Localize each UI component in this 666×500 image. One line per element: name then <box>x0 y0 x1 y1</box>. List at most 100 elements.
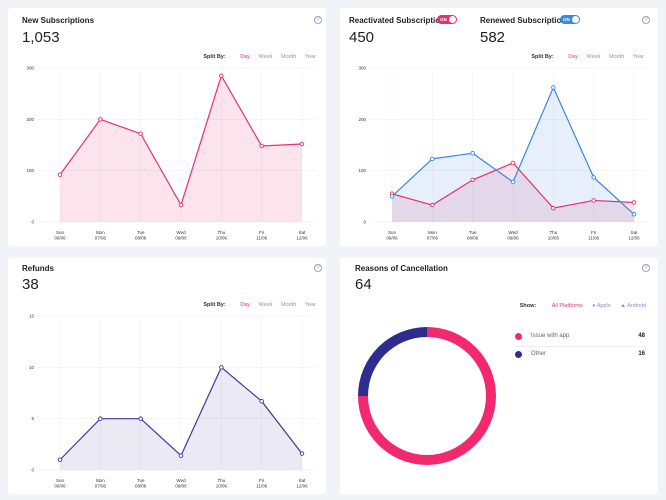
data-point <box>138 131 143 136</box>
series-area <box>60 367 302 470</box>
reactivated-renewed-card: Reactivated Subscriptions ON 450 Renewed… <box>340 8 658 246</box>
x-tick-label: Wed <box>508 230 518 235</box>
android-option-label: Android <box>627 303 646 309</box>
split-day-option[interactable]: Day <box>240 54 251 60</box>
x-tick-label: 06/06 <box>386 236 398 241</box>
x-tick-label: Thu <box>549 230 557 235</box>
split-month-option[interactable]: Month <box>281 54 297 60</box>
new-subscriptions-value: 1,053 <box>22 29 60 46</box>
split-year-option[interactable]: Year <box>632 54 644 60</box>
x-tick-label: Sun <box>56 478 65 483</box>
legend-dot <box>515 351 522 358</box>
reactivated-title: Reactivated Subscriptions <box>349 16 450 25</box>
split-year-option[interactable]: Year <box>304 302 316 308</box>
data-point <box>389 194 395 199</box>
split-month-option[interactable]: Month <box>281 302 297 308</box>
x-tick-label: 12/06 <box>628 236 640 241</box>
y-tick-label: 100 <box>26 168 34 173</box>
x-tick-label: 10/06 <box>548 236 560 241</box>
x-tick-label: 10/06 <box>216 236 228 241</box>
split-day-option[interactable]: Day <box>240 302 251 308</box>
x-tick-label: Sun <box>388 230 397 235</box>
data-point <box>178 453 184 458</box>
x-tick-label: Fri <box>259 478 264 483</box>
y-tick-label: 100 <box>358 168 366 173</box>
y-tick-label: 0 <box>31 220 34 225</box>
x-tick-label: Thu <box>217 230 225 235</box>
x-tick-label: 08/06 <box>135 236 147 241</box>
legend-label: Issue with app <box>531 333 570 339</box>
apple-option[interactable]: ● Apple <box>592 303 611 309</box>
new-subscriptions-card: New Subscriptions 1,053 ? Split By: Day … <box>8 8 326 246</box>
help-icon[interactable]: ? <box>314 16 322 24</box>
x-tick-label: Tue <box>137 230 145 235</box>
x-tick-label: 06/06 <box>54 484 66 489</box>
x-tick-label: Tue <box>469 230 477 235</box>
split-by-label: Split By: <box>203 302 226 308</box>
cancellation-card: Reasons of Cancellation 64 ? Show: All P… <box>340 258 658 494</box>
x-tick-label: Fri <box>591 230 596 235</box>
donut-slice <box>358 327 427 396</box>
legend-divider <box>515 346 645 347</box>
legend-count: 16 <box>638 351 645 357</box>
data-point <box>631 212 637 217</box>
legend-count: 48 <box>638 333 645 339</box>
help-icon[interactable]: ? <box>642 16 650 24</box>
refunds-value: 38 <box>22 276 39 293</box>
data-point <box>470 177 475 183</box>
data-point <box>259 398 264 404</box>
data-point <box>510 179 516 185</box>
android-option[interactable]: ▲ Android <box>620 303 646 309</box>
apple-icon: ● <box>592 303 596 309</box>
legend-dot <box>515 333 522 340</box>
x-tick-label: 08/06 <box>467 236 479 241</box>
apple-option-label: Apple <box>596 303 611 309</box>
data-point <box>259 143 264 149</box>
data-point <box>551 205 556 211</box>
reactivated-toggle-label: ON <box>440 17 447 22</box>
x-tick-label: 07/06 <box>427 236 439 241</box>
split-day-option[interactable]: Day <box>568 54 579 60</box>
android-icon: ▲ <box>620 303 626 309</box>
legend-row-issue-with-app: Issue with app 48 <box>515 330 645 344</box>
renewed-title: Renewed Subscriptions <box>480 16 571 25</box>
split-week-option[interactable]: Week <box>258 302 273 308</box>
help-icon[interactable]: ? <box>642 264 650 272</box>
all-platforms-option[interactable]: All Platforms <box>551 303 583 309</box>
y-tick-label: 200 <box>26 117 34 122</box>
cancellation-donut-chart <box>358 327 496 465</box>
data-point <box>470 150 475 156</box>
split-year-option[interactable]: Year <box>304 54 316 60</box>
data-point <box>430 156 435 162</box>
data-point <box>299 451 305 456</box>
x-tick-label: Sat <box>299 478 307 483</box>
x-tick-label: Wed <box>176 478 186 483</box>
split-week-option[interactable]: Week <box>258 54 273 60</box>
data-point <box>178 202 184 208</box>
x-tick-label: Fri <box>259 230 264 235</box>
renewed-toggle[interactable]: ON <box>560 15 580 24</box>
show-label: Show: <box>519 303 537 309</box>
help-icon[interactable]: ? <box>314 264 322 272</box>
x-tick-label: 07/06 <box>95 236 107 241</box>
reactivated-toggle[interactable]: ON <box>437 15 457 24</box>
y-tick-label: 15 <box>29 314 35 319</box>
split-by-bar: Split By: Day Week Month Year <box>203 302 316 308</box>
reactivated-value: 450 <box>349 29 375 46</box>
x-tick-label: 11/06 <box>256 484 267 489</box>
x-tick-label: 12/06 <box>296 236 308 241</box>
refunds-title: Refunds <box>22 264 54 273</box>
x-tick-label: 07/06 <box>95 484 107 489</box>
x-tick-label: 12/06 <box>296 484 308 489</box>
split-week-option[interactable]: Week <box>586 54 601 60</box>
data-point <box>299 141 305 147</box>
y-tick-label: 10 <box>29 365 35 370</box>
split-month-option[interactable]: Month <box>609 54 625 60</box>
x-tick-label: 11/06 <box>256 236 267 241</box>
data-point <box>98 416 103 421</box>
data-point <box>510 160 516 166</box>
x-tick-label: Wed <box>176 230 186 235</box>
series-area <box>392 162 634 222</box>
